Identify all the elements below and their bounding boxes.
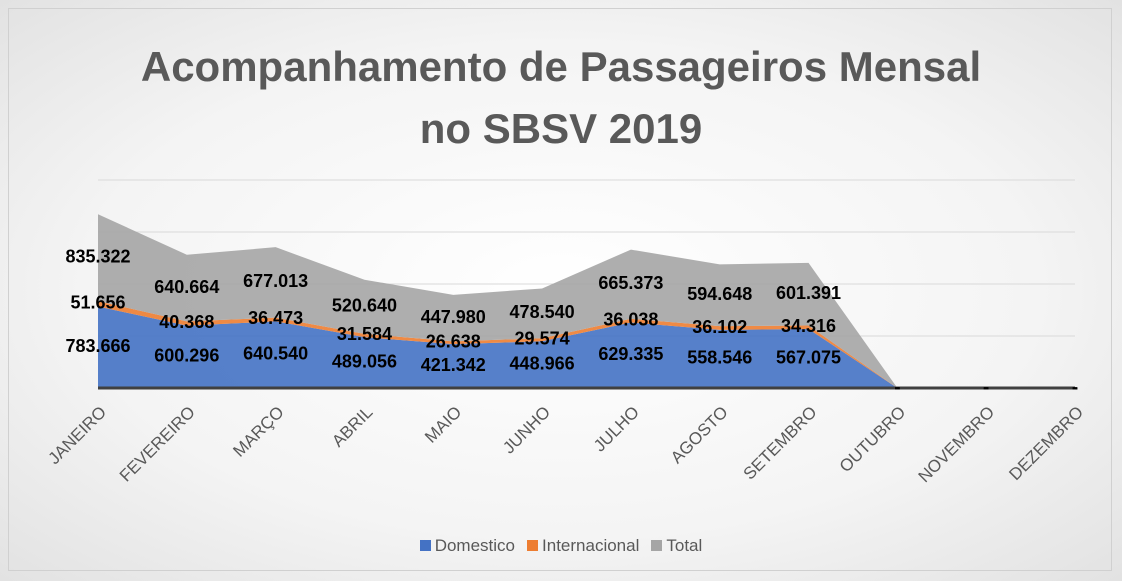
data-label: 29.574 — [515, 329, 570, 349]
legend-swatch — [651, 540, 663, 551]
data-label: 629.335 — [598, 344, 663, 364]
x-tick-label: SETEMBRO — [740, 403, 821, 484]
data-label: - — [1072, 377, 1078, 397]
legend: Domestico Internacional Total — [0, 536, 1122, 556]
x-tick-label: NOVEMBRO — [915, 403, 999, 487]
data-label: 835.322 — [65, 246, 130, 266]
data-label: - — [983, 377, 989, 397]
x-tick-label: MARÇO — [229, 403, 287, 461]
data-label: - — [983, 377, 989, 397]
data-label: 31.584 — [337, 324, 392, 344]
x-tick-label: ABRIL — [328, 403, 376, 451]
x-tick-label: MAIO — [421, 403, 465, 447]
legend-item: Internacional — [527, 536, 639, 556]
x-tick-label: JUNHO — [499, 403, 554, 458]
x-tick-label: DEZEMBRO — [1005, 403, 1087, 485]
legend-item: Domestico — [419, 536, 516, 556]
data-label: 40.368 — [159, 312, 214, 332]
data-label: 489.056 — [332, 351, 397, 371]
data-label: 567.075 — [776, 347, 841, 367]
chart-frame — [8, 8, 1112, 571]
data-label: 601.391 — [776, 283, 841, 303]
data-label: 421.342 — [421, 355, 486, 375]
data-label: - — [894, 377, 900, 397]
legend-label: Total — [666, 536, 703, 555]
data-label: 640.664 — [154, 277, 219, 297]
x-tick-label: FEVEREIRO — [116, 403, 199, 486]
data-label: 26.638 — [426, 332, 481, 352]
legend-item: Total — [651, 536, 702, 556]
data-label: 558.546 — [687, 348, 752, 368]
data-label: 448.966 — [510, 353, 575, 373]
data-label: 600.296 — [154, 346, 219, 366]
x-tick-label: OUTUBRO — [836, 403, 910, 477]
x-tick-label: AGOSTO — [667, 403, 732, 468]
data-label: 640.540 — [243, 343, 308, 363]
data-label: 665.373 — [598, 273, 663, 293]
area — [98, 306, 1075, 388]
data-label: 520.640 — [332, 296, 397, 316]
legend-swatch — [527, 540, 539, 551]
x-tick-label: JANEIRO — [44, 403, 110, 469]
legend-label: Internacional — [542, 536, 640, 555]
data-label: 594.648 — [687, 284, 752, 304]
data-label: 36.102 — [692, 317, 747, 337]
data-label: 36.038 — [603, 309, 658, 329]
data-label: 677.013 — [243, 271, 308, 291]
data-label: - — [1072, 377, 1078, 397]
data-label: 34.316 — [781, 316, 836, 336]
data-label: 478.540 — [510, 302, 575, 322]
legend-label: Domestico — [434, 536, 516, 555]
data-label: 51.656 — [70, 293, 125, 313]
chart-title: Acompanhamento de Passageiros Mensal no … — [140, 43, 982, 152]
data-label: 36.473 — [248, 308, 303, 328]
area — [98, 214, 1075, 388]
data-label: - — [894, 377, 900, 397]
x-tick-label: JULHO — [590, 403, 643, 456]
data-label: - — [1072, 377, 1078, 397]
data-label: 783.666 — [65, 336, 130, 356]
data-label: 447.980 — [421, 307, 486, 327]
data-label: - — [983, 377, 989, 397]
data-label: - — [894, 377, 900, 397]
legend-swatch — [419, 540, 431, 551]
